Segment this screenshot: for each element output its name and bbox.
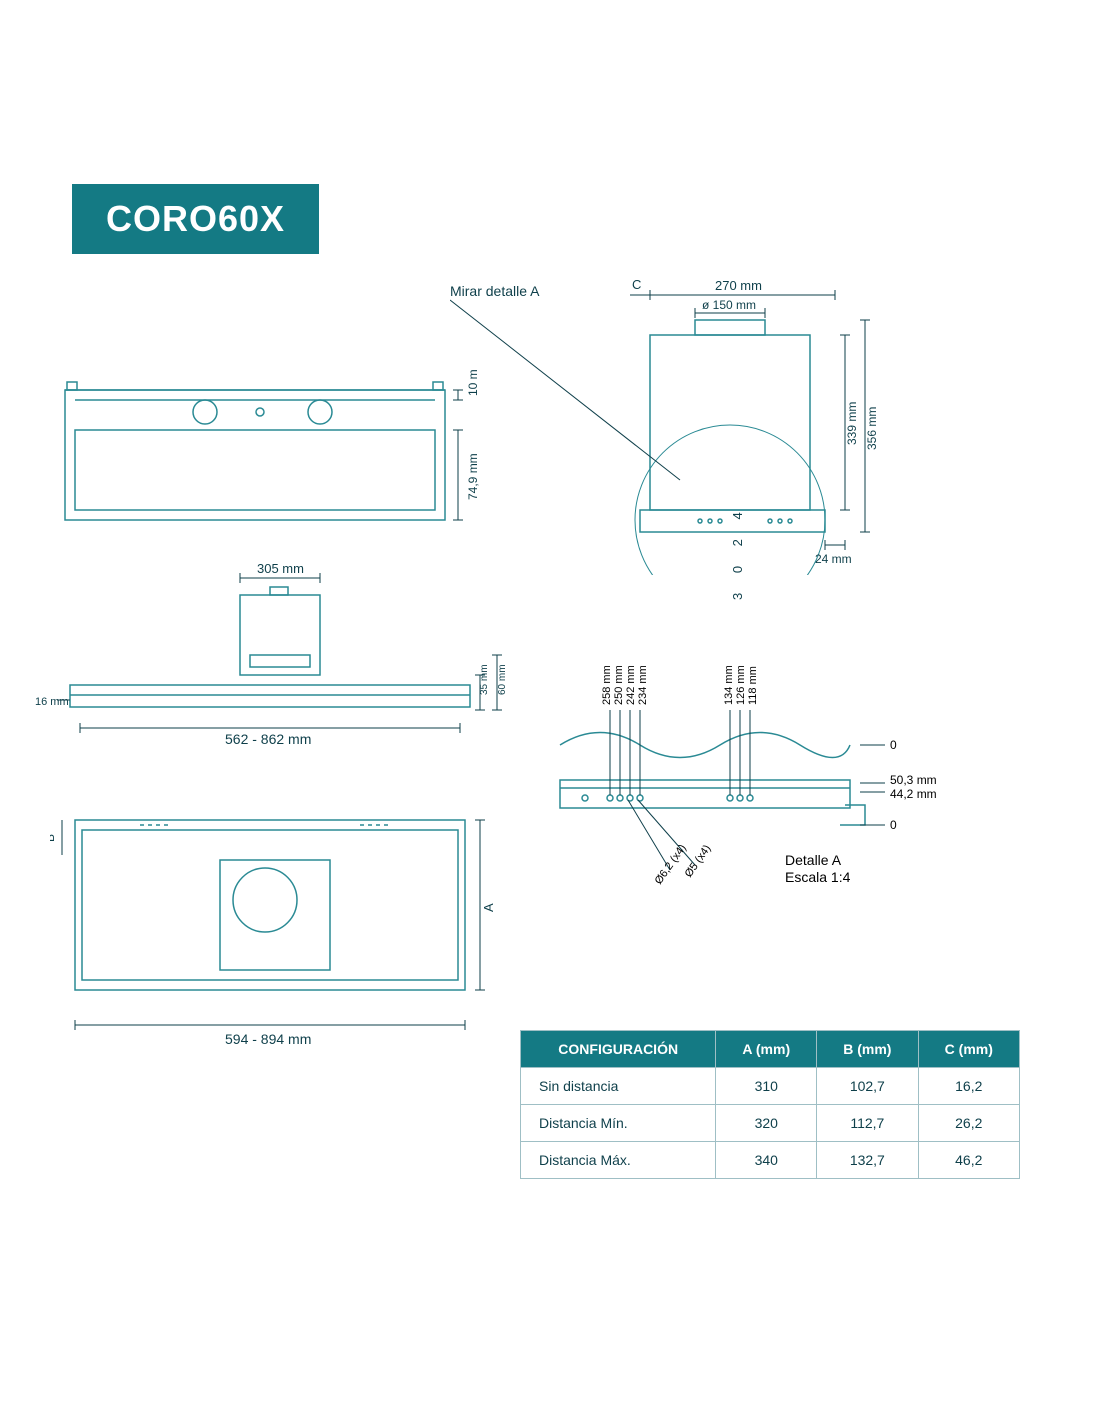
cell: Distancia Máx. bbox=[521, 1142, 716, 1179]
dim-60: 60 mm bbox=[497, 664, 505, 695]
detA-x5: 126 mm bbox=[735, 665, 747, 705]
dim-side-339: 339 mm bbox=[845, 402, 859, 445]
product-title: CORO60X bbox=[106, 198, 285, 239]
cell: Sin distancia bbox=[521, 1068, 716, 1105]
detA-x0: 258 mm bbox=[601, 665, 613, 705]
label-mirar-detalle-a: Mirar detalle A bbox=[450, 283, 539, 299]
cell: 102,7 bbox=[817, 1068, 918, 1105]
top-profile-view: 305 mm 35 mm 60 mm 16 mm 562 - 862 mm bbox=[35, 560, 505, 750]
dim-35: 35 mm bbox=[479, 664, 490, 695]
table-row: Distancia Mín. 320 112,7 26,2 bbox=[521, 1105, 1020, 1142]
th-config: CONFIGURACIÓN bbox=[521, 1031, 716, 1068]
detA-y3: 0 bbox=[890, 818, 897, 832]
dim-594-894: 594 - 894 mm bbox=[225, 1031, 311, 1047]
detA-x3: 234 mm bbox=[637, 665, 649, 705]
cell: 340 bbox=[716, 1142, 817, 1179]
dim-side-duct: ø 150 mm bbox=[702, 298, 756, 312]
config-table: CONFIGURACIÓN A (mm) B (mm) C (mm) Sin d… bbox=[520, 1030, 1020, 1179]
cell: 310 bbox=[716, 1068, 817, 1105]
cell: 46,2 bbox=[918, 1142, 1019, 1179]
detail-a-view: 258 mm 250 mm 242 mm 234 mm 134 mm 126 m… bbox=[540, 650, 1030, 930]
cell: 320 bbox=[716, 1105, 817, 1142]
detA-hole0: Ø6,2 (x4) bbox=[653, 842, 689, 886]
detA-y1: 50,3 mm bbox=[890, 773, 937, 787]
detA-x6: 118 mm bbox=[747, 666, 759, 705]
cell: 112,7 bbox=[817, 1105, 918, 1142]
detA-x1: 250 mm bbox=[613, 665, 625, 705]
config-table-wrap: CONFIGURACIÓN A (mm) B (mm) C (mm) Sin d… bbox=[520, 1030, 1020, 1179]
dim-side-356: 356 mm bbox=[865, 407, 879, 450]
detA-escala: Escala 1:4 bbox=[785, 869, 851, 885]
side-stamp: 3 0 2 4 bbox=[730, 504, 745, 600]
detA-x2: 242 mm bbox=[625, 665, 637, 705]
th-b: B (mm) bbox=[817, 1031, 918, 1068]
cell: 26,2 bbox=[918, 1105, 1019, 1142]
cell: 132,7 bbox=[817, 1142, 918, 1179]
dim-305: 305 mm bbox=[257, 561, 304, 576]
dim-side-24: 24 mm bbox=[815, 552, 852, 566]
page: CORO60X 10 mm 74,9 mm bbox=[0, 0, 1100, 1422]
table-row: Sin distancia 310 102,7 16,2 bbox=[521, 1068, 1020, 1105]
cell: 16,2 bbox=[918, 1068, 1019, 1105]
dim-side-270: 270 mm bbox=[715, 278, 762, 293]
product-title-badge: CORO60X bbox=[72, 184, 319, 254]
detA-y2: 44,2 mm bbox=[890, 787, 937, 801]
pointer-detalle-a bbox=[450, 290, 710, 490]
table-row: Distancia Máx. 340 132,7 46,2 bbox=[521, 1142, 1020, 1179]
th-c: C (mm) bbox=[918, 1031, 1019, 1068]
dim-plan-b: B bbox=[50, 834, 57, 842]
dim-plan-a: A bbox=[481, 903, 496, 912]
detA-title: Detalle A bbox=[785, 852, 842, 868]
detA-y0: 0 bbox=[890, 738, 897, 752]
dim-562-862: 562 - 862 mm bbox=[225, 731, 311, 747]
table-header-row: CONFIGURACIÓN A (mm) B (mm) C (mm) bbox=[521, 1031, 1020, 1068]
front-view: 10 mm 74,9 mm bbox=[55, 370, 485, 550]
cell: Distancia Mín. bbox=[521, 1105, 716, 1142]
th-a: A (mm) bbox=[716, 1031, 817, 1068]
dim-16: 16 mm bbox=[35, 696, 69, 708]
plan-view: 594 - 894 mm B A bbox=[50, 800, 500, 1060]
detA-x4: 134 mm bbox=[723, 665, 735, 705]
